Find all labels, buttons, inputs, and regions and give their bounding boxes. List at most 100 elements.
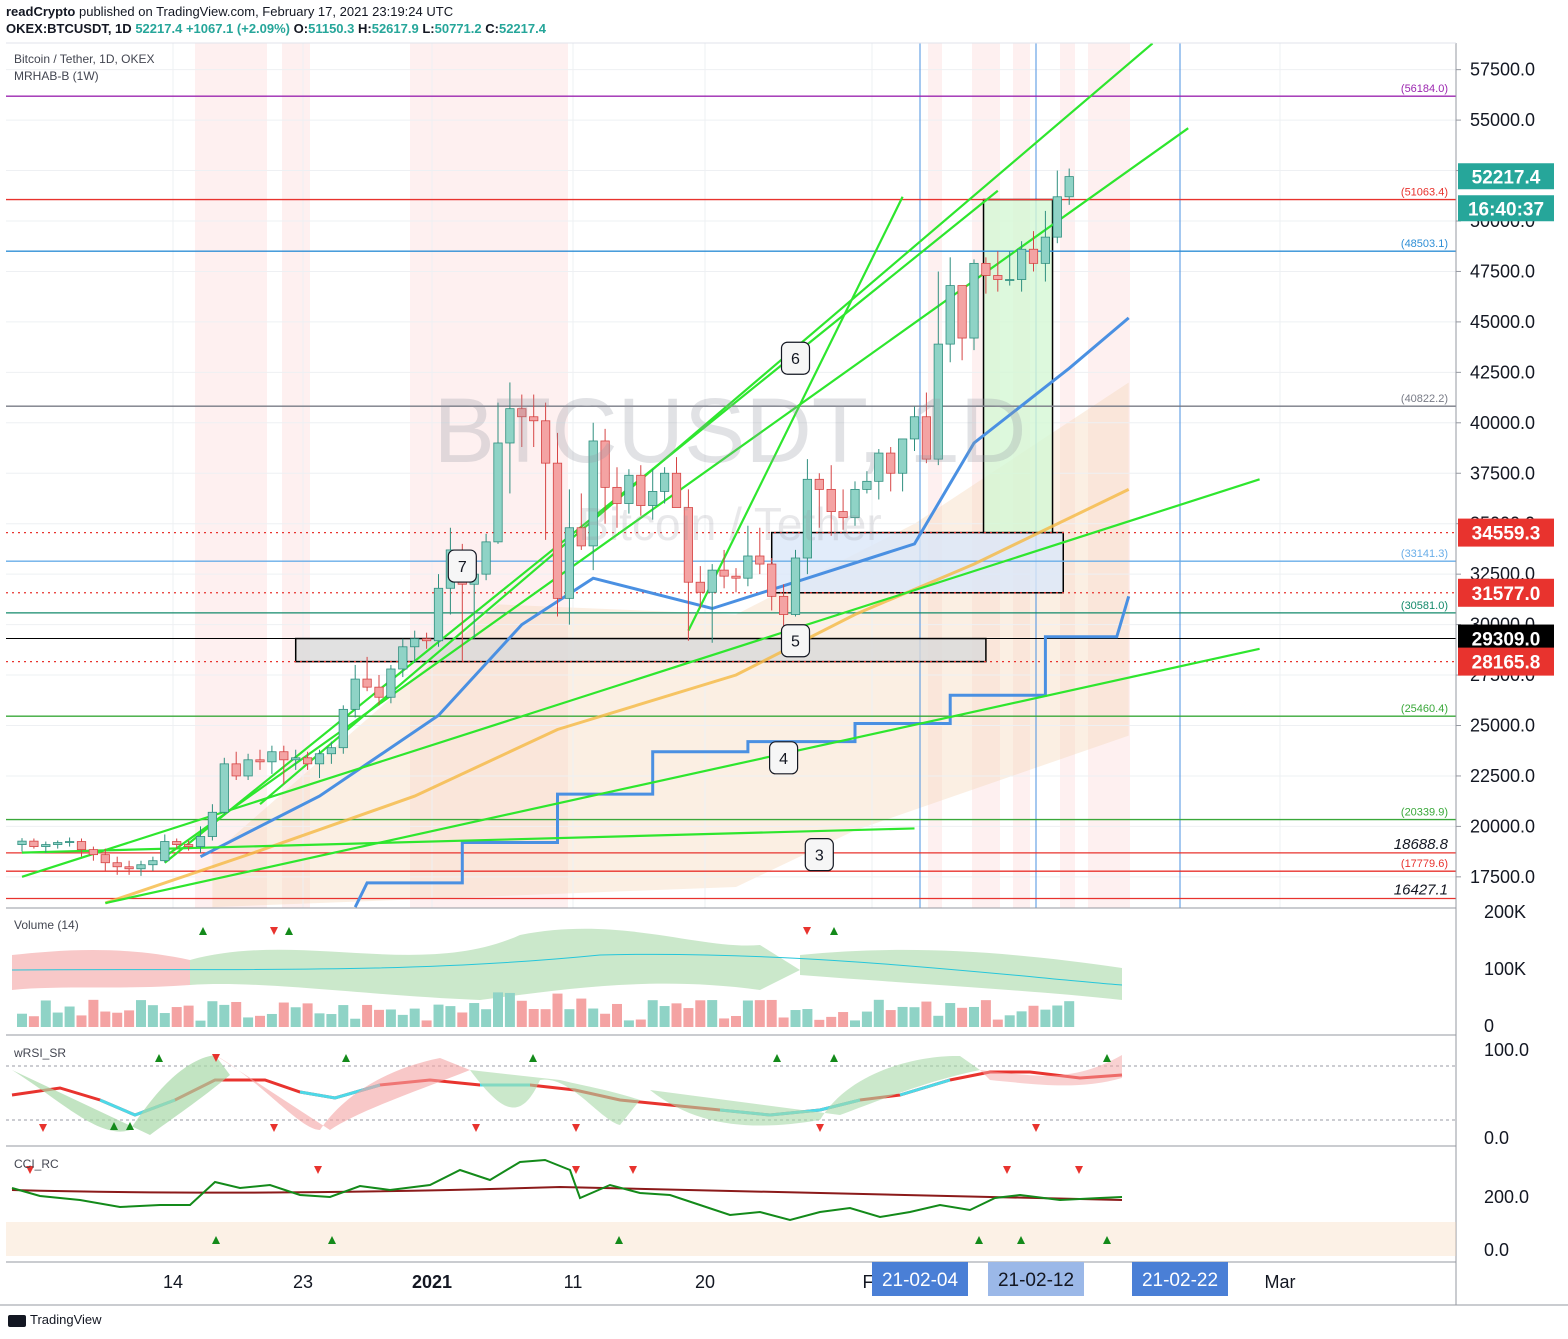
cci-title[interactable]: CCI_RC	[14, 1157, 59, 1171]
price-badge-label: 34559.3	[1472, 524, 1541, 545]
y-tick-label: 47500.0	[1470, 261, 1535, 281]
arrow-up-icon	[155, 1054, 163, 1062]
time-axis: 14 23 2021 11 20 F Mar 21-02-04 21-02-12 21-02-22	[0, 1262, 1568, 1306]
candle	[707, 564, 717, 643]
candle-body	[814, 478, 824, 490]
volume-bar	[814, 1019, 825, 1027]
candle-body	[850, 488, 860, 519]
wave-label: 4	[779, 751, 788, 768]
volume-bar	[219, 1004, 230, 1027]
candle-body	[838, 511, 848, 519]
candle-body	[564, 527, 575, 599]
arrow-down-icon	[572, 1166, 580, 1174]
arrow-down-icon	[39, 1124, 47, 1132]
candle	[636, 465, 646, 516]
candle	[219, 757, 229, 815]
current-price: 52217.4	[1472, 167, 1541, 188]
volume-bar	[278, 1002, 289, 1027]
candle	[552, 432, 563, 617]
candle-body	[1064, 176, 1074, 198]
candle-body	[386, 668, 396, 698]
candle	[921, 392, 932, 464]
bear-shade-7	[1088, 43, 1130, 908]
candle	[231, 751, 241, 780]
candle	[76, 838, 87, 857]
arrow-up-icon	[285, 927, 293, 935]
arrow-down-icon	[1032, 1124, 1040, 1132]
candle	[517, 394, 527, 448]
chart-title[interactable]: Bitcoin / Tether, 1D, OKEX	[14, 52, 155, 66]
candle-body	[707, 569, 717, 593]
arrow-down-icon	[1075, 1166, 1083, 1174]
candle	[398, 638, 408, 678]
volume-bar	[647, 1000, 658, 1027]
price-badge-label: 29309.0	[1472, 630, 1541, 651]
volume-bar	[40, 1000, 51, 1027]
x-tick-label: F	[863, 1272, 874, 1292]
date-tag	[988, 1262, 1084, 1296]
ema-orange	[104, 488, 1130, 905]
candle	[53, 840, 63, 849]
candle-body	[1005, 279, 1015, 281]
candle	[600, 428, 610, 524]
symbol-prefix: OKEX:BTCUSDT, 1D	[6, 21, 132, 36]
volume-bar	[183, 1005, 194, 1027]
current-price-badge	[1458, 163, 1554, 190]
volume-bar	[980, 1000, 991, 1027]
volume-bar	[1052, 1005, 1063, 1027]
volume-bar	[754, 1000, 765, 1027]
candle-body	[493, 442, 503, 543]
candle	[743, 525, 753, 587]
wrsi-title[interactable]: wRSI_SR	[14, 1046, 67, 1060]
candle	[826, 465, 836, 536]
candle	[65, 837, 75, 847]
volume-bar	[433, 1004, 444, 1027]
volume-title[interactable]: Volume (14)	[14, 918, 79, 932]
volume-bar	[612, 1003, 622, 1027]
candle-body	[398, 646, 408, 670]
arrow-down-icon	[26, 1166, 34, 1174]
price-levels: (56184.0) (51063.4) (48503.1) (40822.2) (331…	[6, 83, 1456, 900]
candle	[993, 251, 1003, 292]
volume-bar	[552, 993, 563, 1027]
volume-bar	[945, 1003, 956, 1027]
y-tick-label: 17500.0	[1470, 867, 1535, 887]
y-tick-label: 20000.0	[1470, 816, 1535, 836]
candle	[862, 471, 872, 494]
footer-brand[interactable]: TradingView	[8, 1312, 102, 1327]
volume-bar	[885, 1010, 896, 1027]
volume-bar	[731, 1015, 741, 1027]
cci-line	[11, 1158, 1123, 1222]
candle-body	[517, 408, 527, 418]
trend-line	[21, 827, 915, 854]
watermark-symbol: BTCUSDT, 1D	[434, 380, 1027, 482]
x-tick-label: Mar	[1265, 1272, 1296, 1292]
volume-bar	[909, 1007, 920, 1027]
candle-body	[160, 841, 170, 862]
arrow-up-icon	[212, 1236, 220, 1244]
wrsi-tick-label: 100.0	[1484, 1040, 1529, 1060]
candle	[136, 860, 146, 876]
volume-bar	[266, 1013, 277, 1027]
candle-body	[148, 860, 158, 866]
level-label: (51063.4)	[1401, 187, 1448, 199]
arrow-down-icon	[572, 1124, 580, 1132]
candle-body	[17, 840, 27, 845]
candle-body	[600, 440, 610, 488]
arrow-up-icon	[199, 927, 207, 935]
arrow-up-icon	[1103, 1236, 1111, 1244]
candle	[683, 489, 694, 641]
candle-body	[826, 488, 836, 512]
candle	[421, 632, 432, 649]
volume-bar	[826, 1016, 837, 1027]
publisher-brand[interactable]: readCrypto	[6, 4, 76, 19]
candle	[790, 549, 801, 617]
volume-bar	[1028, 1005, 1039, 1027]
x-tick-label: 20	[695, 1272, 715, 1292]
candle	[255, 749, 265, 770]
volume-bar	[326, 1014, 337, 1027]
indicator-name[interactable]: MRHAB-B (1W)	[14, 69, 99, 83]
candle	[671, 457, 682, 508]
candle	[505, 382, 515, 494]
